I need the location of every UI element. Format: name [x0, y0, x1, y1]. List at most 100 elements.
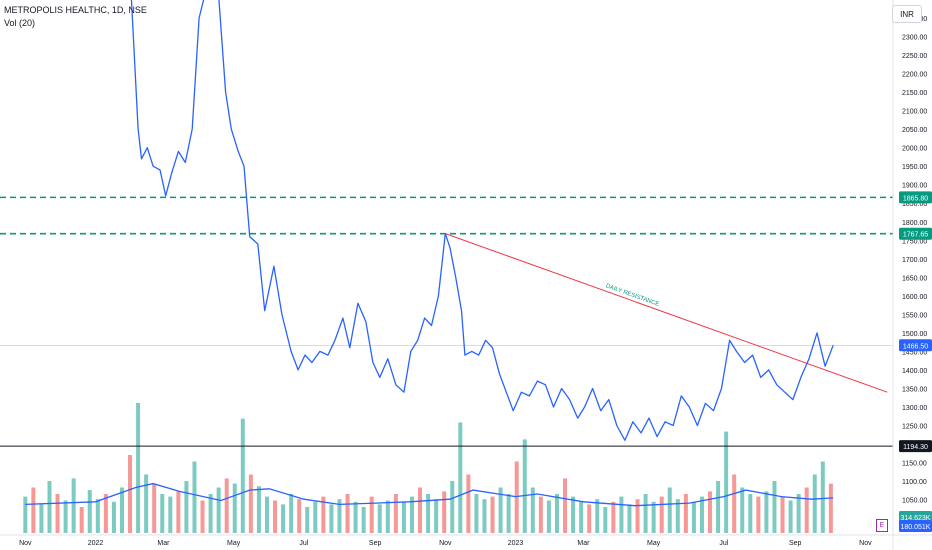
x-tick-label: May — [647, 540, 661, 547]
x-tick-label: Nov — [19, 540, 32, 547]
x-tick-label: Nov — [439, 540, 452, 547]
horizontal-levels — [0, 196, 893, 447]
volume-bar — [273, 500, 278, 533]
y-tick-label: 1850.00 — [902, 201, 927, 208]
volume-bar — [538, 496, 543, 533]
volume-bar — [393, 494, 398, 533]
volume-bar — [611, 501, 616, 533]
y-tick-label: 1350.00 — [902, 386, 927, 393]
volume-bar — [256, 486, 261, 533]
y-tick-label: 1900.00 — [902, 183, 927, 190]
volume-bar — [208, 494, 213, 533]
volume-bar — [740, 487, 745, 533]
current-price-tag: 1466.50 — [903, 343, 928, 350]
price-line — [130, 0, 834, 441]
y-tick-label: 1650.00 — [902, 275, 927, 282]
volume-bar — [47, 481, 52, 533]
x-tick-label: Mar — [157, 540, 170, 547]
volume-bar — [200, 500, 205, 533]
y-tick-label: 1500.00 — [902, 331, 927, 338]
volume-bar — [160, 494, 165, 533]
volume-bar — [353, 501, 358, 533]
volume-bar — [522, 439, 527, 533]
y-tick-label: 1400.00 — [902, 368, 927, 375]
y-tick-label: 1100.00 — [902, 479, 927, 486]
y-tick-label: 1450.00 — [902, 349, 927, 356]
volume-bar — [434, 499, 439, 533]
volume-bar — [281, 504, 286, 533]
volume-bar — [136, 403, 141, 533]
volume-bar — [724, 431, 729, 533]
volume-bar — [442, 491, 447, 533]
current-price-tag-bg — [899, 339, 932, 352]
x-tick-label: Nov — [859, 540, 872, 547]
volume-bar — [820, 461, 825, 533]
volume-ma-value-tag: 180.051K — [901, 524, 931, 531]
volume-bar — [240, 418, 245, 533]
y-tick-label: 1700.00 — [902, 257, 927, 264]
y-tick-label: 1150.00 — [902, 461, 927, 468]
y-tick-label: 2200.00 — [902, 72, 927, 79]
volume-bar — [31, 487, 36, 533]
volume-indicator-label[interactable]: Vol (20) — [4, 18, 36, 28]
y-tick-label: 1600.00 — [902, 294, 927, 301]
level-price-tag-bg — [899, 191, 932, 204]
volume-bar — [691, 501, 696, 533]
volume-bar — [176, 491, 181, 533]
volume-bar — [498, 487, 503, 533]
volume-bar — [579, 501, 584, 533]
volume-bar — [450, 481, 455, 533]
x-tick-label: Sep — [369, 540, 382, 547]
x-tick-label: 2022 — [88, 540, 104, 547]
volume-bar — [297, 499, 302, 533]
x-tick-label: Mar — [577, 540, 590, 547]
volume-bar — [71, 478, 76, 533]
volume-bar — [192, 461, 197, 533]
y-tick-label: 1800.00 — [902, 220, 927, 227]
resistance-line — [445, 233, 888, 393]
level-price-tag-bg — [899, 227, 932, 240]
earnings-event-icon[interactable]: E — [876, 519, 888, 532]
x-tick-label: Jul — [299, 540, 308, 547]
volume-bar — [23, 496, 28, 533]
volume-bar — [224, 478, 229, 533]
volume-bar — [554, 494, 559, 533]
volume-bar — [708, 491, 713, 533]
volume-bar — [264, 496, 269, 533]
currency-button[interactable]: INR — [892, 5, 922, 23]
volume-bar — [111, 501, 116, 533]
support-price-tag-bg — [899, 440, 932, 453]
y-tick-label: 2300.00 — [902, 35, 927, 42]
volume-moving-average-line — [25, 482, 834, 507]
volume-bar — [321, 496, 326, 533]
level-price-tag: 1767.65 — [903, 232, 928, 239]
x-tick-label: Sep — [789, 540, 802, 547]
volume-bar — [63, 500, 68, 533]
y-tick-label: 1250.00 — [902, 424, 927, 431]
volume-bar — [466, 474, 471, 533]
y-tick-label: 2100.00 — [902, 109, 927, 116]
volume-bar — [458, 422, 463, 533]
volume-bar — [571, 496, 576, 533]
volume-bar — [683, 494, 688, 533]
price-series — [130, 0, 834, 441]
volume-bar — [426, 494, 431, 533]
volume-bar — [732, 474, 737, 533]
volume-bar — [79, 507, 84, 533]
level-price-tag: 1865.80 — [903, 195, 928, 202]
volume-bar — [812, 474, 817, 533]
symbol-title[interactable]: METROPOLIS HEALTHC, 1D, NSE — [4, 5, 147, 15]
volume-bar — [168, 496, 173, 533]
volume-bar — [619, 496, 624, 533]
y-tick-label: 2050.00 — [902, 127, 927, 134]
volume-bar — [409, 496, 414, 533]
support-price-tag: 1194.30 — [903, 444, 928, 451]
volume-bar — [418, 487, 423, 533]
volume-bar — [563, 478, 568, 533]
volume-bar — [587, 504, 592, 533]
volume-bar — [119, 487, 124, 533]
volume-bar — [128, 455, 133, 533]
y-tick-label: 2250.00 — [902, 53, 927, 60]
volume-bar — [659, 496, 664, 533]
